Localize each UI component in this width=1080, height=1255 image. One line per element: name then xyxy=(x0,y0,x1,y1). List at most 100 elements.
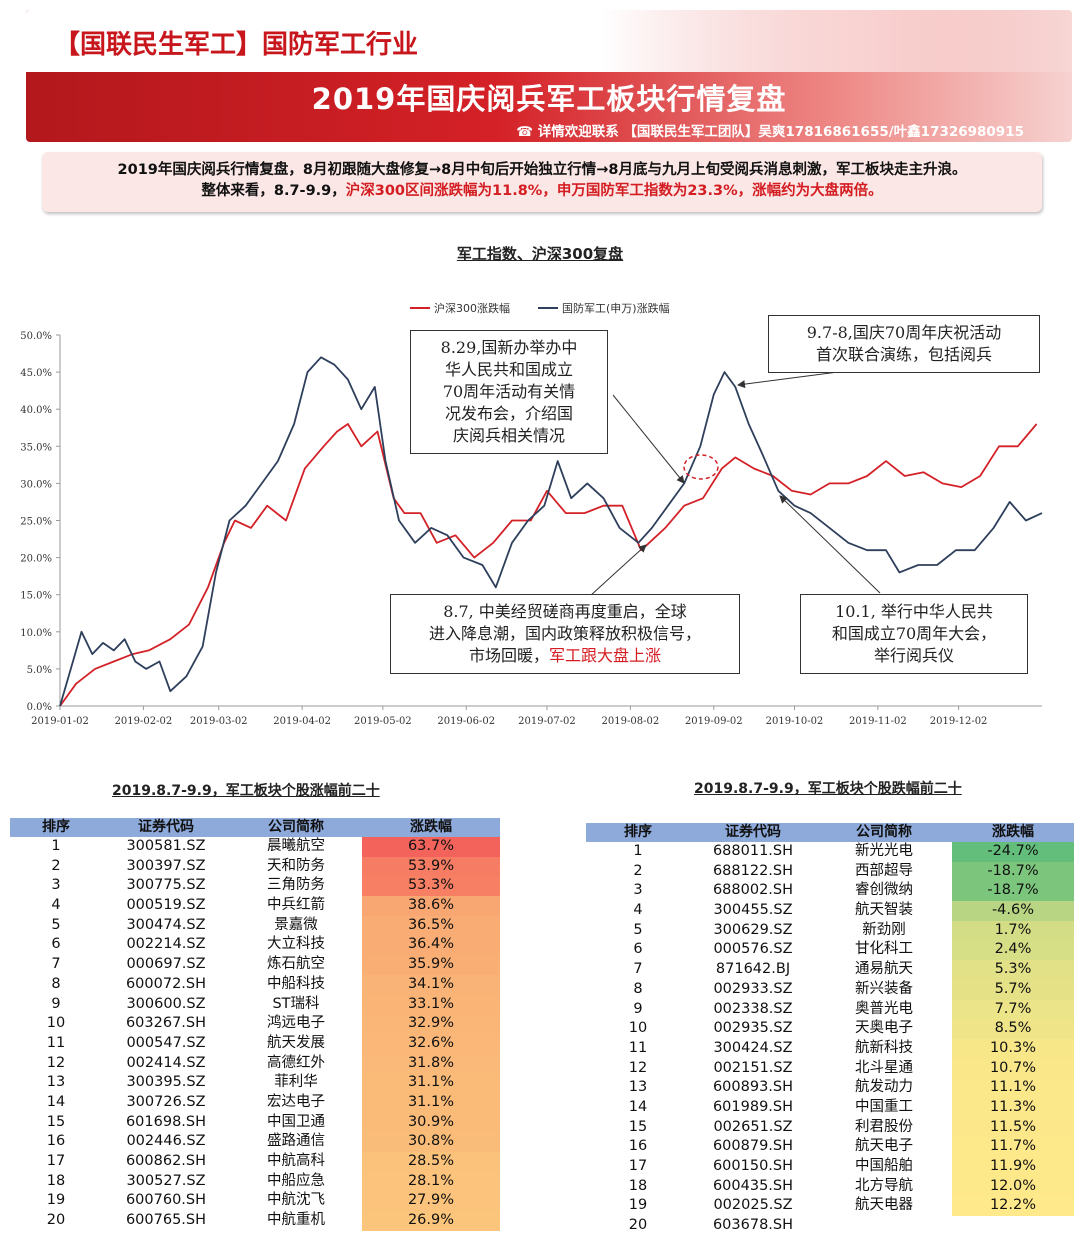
table-row: 11 300424.SZ 航新科技 10.3% xyxy=(586,1038,1074,1059)
table-row: 8 600072.SH 中船科技 34.1% xyxy=(10,974,500,995)
pct-cell: 31.1% xyxy=(362,1092,500,1113)
name-cell: 通易航天 xyxy=(855,961,913,978)
annotation-87-line-1: 8.7, 中美经贸磋商再度重启，全球 xyxy=(443,602,687,621)
name-cell: 炼石航空 xyxy=(267,956,325,973)
pct-cell: 32.9% xyxy=(362,1014,500,1034)
pct-cell: 38.6% xyxy=(362,896,500,916)
summary-line-1: 2019年国庆阅兵行情复盘，8月初跟随大盘修复→8月中旬后开始独立行情→8月底与… xyxy=(117,162,967,178)
annotation-101-line-3: 举行阅兵仪 xyxy=(873,646,954,665)
chart-title: 军工指数、沪深300复盘 xyxy=(0,243,1080,264)
rank-cell: 16 xyxy=(46,1133,66,1150)
code-cell: 000547.SZ xyxy=(126,1034,206,1051)
pct-cell: -18.7% xyxy=(952,861,1074,882)
name-cell: 航新科技 xyxy=(855,1039,913,1056)
rank-cell: 5 xyxy=(633,921,643,938)
pct-cell: 35.9% xyxy=(362,955,500,975)
code-cell: 688011.SH xyxy=(712,843,794,859)
y-tick-label: 0.0% xyxy=(27,702,52,713)
table-row: 3 300775.SZ 三角防务 53.3% xyxy=(10,876,500,897)
x-tick-label: 2019-11-02 xyxy=(849,716,907,727)
summary-line-2-prefix: 整体来看，8.7-9.9， xyxy=(201,183,346,199)
table-row: 5 300629.SZ 新劲刚 1.7% xyxy=(586,920,1074,941)
rank-cell: 14 xyxy=(628,1098,648,1115)
pct-cell: 32.6% xyxy=(362,1033,500,1054)
name-cell: 中船应急 xyxy=(267,1172,325,1189)
name-cell: 中航沈飞 xyxy=(267,1192,325,1209)
x-tick-label: 2019-02-02 xyxy=(115,716,173,727)
name-cell: 中船科技 xyxy=(267,975,325,992)
name-cell: 北方导航 xyxy=(855,1177,913,1194)
x-tick-label: 2019-04-02 xyxy=(273,716,331,727)
code-cell: 600072.SH xyxy=(125,975,207,992)
header-cell: 排序 xyxy=(624,824,652,840)
name-cell: 新光光电 xyxy=(855,843,913,859)
pct-cell: 8.5% xyxy=(952,1019,1074,1039)
table-row: 4 300455.SZ 航天智装 -4.6% xyxy=(586,901,1074,921)
rank-cell: 7 xyxy=(633,961,643,978)
rank-cell: 3 xyxy=(633,882,643,899)
table-row: 9 300600.SZ ST瑞科 33.1% xyxy=(10,994,500,1015)
code-cell: 000519.SZ xyxy=(126,897,206,914)
name-cell: 新劲刚 xyxy=(862,921,906,938)
header-cell: 涨跌幅 xyxy=(410,819,452,835)
code-cell: 002933.SZ xyxy=(713,980,793,997)
name-cell: 中兵红箭 xyxy=(267,897,325,914)
table-row: 16 002446.SZ 盛路通信 30.8% xyxy=(10,1132,500,1152)
code-cell: 300775.SZ xyxy=(126,877,206,894)
header-cell: 公司简称 xyxy=(268,819,324,835)
annotation-101-line-1: 10.1, 举行中华人民共 xyxy=(835,602,993,621)
highlight-circle xyxy=(683,454,719,480)
code-cell: 688002.SH xyxy=(712,882,794,899)
y-tick-label: 15.0% xyxy=(20,591,52,602)
table-row: 1 300581.SZ 晨曦航空 63.7% xyxy=(10,837,500,857)
rank-cell: 8 xyxy=(633,980,643,997)
code-cell: 300424.SZ xyxy=(713,1039,793,1056)
x-tick-label: 2019-07-02 xyxy=(518,716,576,727)
name-cell: 天和防务 xyxy=(267,857,325,874)
code-cell: 000576.SZ xyxy=(713,941,793,958)
table-row: 3 688002.SH 睿创微纳 -18.7% xyxy=(586,881,1074,902)
table-row: 19 600760.SH 中航沈飞 27.9% xyxy=(10,1191,500,1212)
name-cell: 西部超导 xyxy=(855,862,913,879)
pct-cell: 11.9% xyxy=(952,1157,1074,1177)
code-cell: 300726.SZ xyxy=(126,1093,206,1110)
table-row: 6 002214.SZ 大立科技 36.4% xyxy=(10,935,500,956)
annotation-829-line-2: 华人民共和国成立 xyxy=(444,360,573,379)
rank-cell: 10 xyxy=(46,1015,66,1032)
code-cell: 002414.SZ xyxy=(126,1054,206,1071)
x-tick-label: 2019-10-02 xyxy=(766,716,824,727)
name-cell: 宏达电子 xyxy=(267,1093,325,1110)
y-tick-label: 40.0% xyxy=(20,405,52,416)
pct-cell: 28.5% xyxy=(362,1152,500,1172)
table-row: 5 300474.SZ 景嘉微 36.5% xyxy=(10,915,500,936)
pct-cell: 63.7% xyxy=(362,837,500,857)
rank-cell: 6 xyxy=(51,936,61,953)
code-cell: 002025.SZ xyxy=(713,1197,793,1214)
rank-cell: 16 xyxy=(628,1138,648,1155)
name-cell: 中国卫通 xyxy=(267,1113,325,1130)
name-cell: 中航高科 xyxy=(267,1153,325,1169)
y-tick-label: 45.0% xyxy=(20,368,52,379)
annotation-101: 10.1, 举行中华人民共 和国成立70周年大会， 举行阅兵仪 xyxy=(800,594,1028,674)
x-tick-label: 2019-12-02 xyxy=(930,716,988,727)
header-cell: 证券代码 xyxy=(138,819,194,835)
name-cell: 航天电子 xyxy=(855,1138,913,1155)
pct-cell: -18.7% xyxy=(952,881,1074,902)
code-cell: 002935.SZ xyxy=(713,1020,793,1037)
name-cell: 高德红外 xyxy=(267,1054,325,1071)
name-cell: 利君股份 xyxy=(855,1118,913,1135)
legend-label: 沪深300涨跌幅 xyxy=(434,301,510,315)
annotation-97: 9.7-8,国庆70周年庆祝活动 首次联合演练，包括阅兵 xyxy=(768,315,1040,373)
pct-cell: 12.2% xyxy=(952,1196,1074,1217)
annotation-829-line-3: 70周年活动有关情 xyxy=(442,382,576,401)
rank-cell: 10 xyxy=(628,1020,648,1037)
rank-cell: 18 xyxy=(46,1172,66,1189)
x-tick-label: 2019-08-02 xyxy=(602,716,660,727)
rank-cell: 8 xyxy=(51,975,61,992)
contact-info: ☎ 详情欢迎联系 【国联民生军工团队】吴爽17816861655/叶鑫17326… xyxy=(516,124,1024,140)
header-banner: 【国联民生军工】国防军工行业 2019年国庆阅兵军工板块行情复盘 ☎ 详情欢迎联… xyxy=(26,10,1072,142)
losers-table-title: 2019.8.7-9.9，军工板块个股跌幅前二十 xyxy=(694,781,962,797)
code-cell: 600765.SH xyxy=(125,1212,207,1229)
pct-cell: 2.4% xyxy=(952,940,1074,961)
summary-line-2-highlight: 沪深300区间涨跌幅为11.8%，申万国防军工指数为23.3%，涨幅约为大盘两倍… xyxy=(345,183,883,199)
